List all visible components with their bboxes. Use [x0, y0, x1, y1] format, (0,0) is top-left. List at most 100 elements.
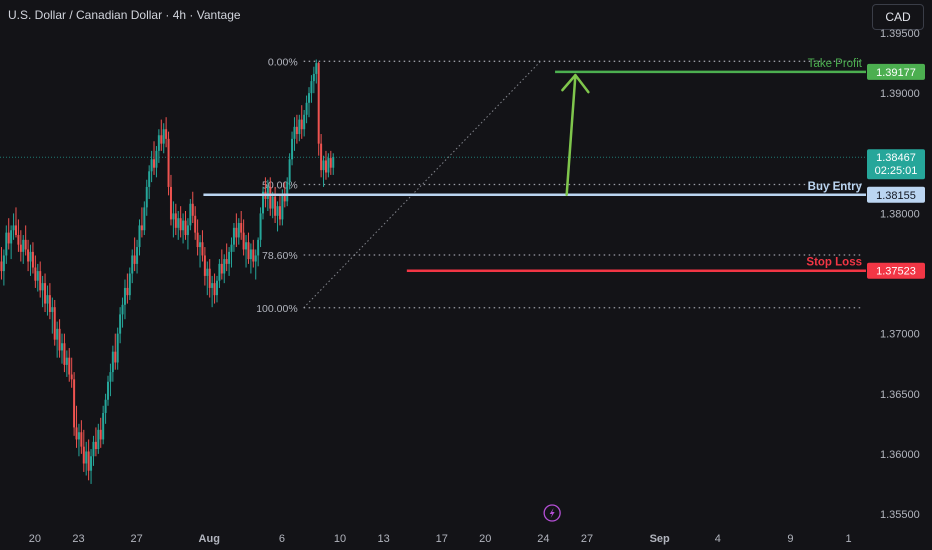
candle-body	[36, 271, 39, 281]
candle-body	[228, 251, 231, 264]
candle-body	[320, 143, 323, 171]
entry-price-badge	[867, 186, 925, 203]
candle-body	[111, 351, 114, 373]
candle-body	[104, 399, 107, 413]
candle-body	[68, 357, 71, 375]
candle-body	[242, 232, 245, 250]
trade-levels[interactable]: Take Profit 1.39177 Buy Entry 1.38155 Stop L…	[203, 58, 925, 279]
candle-body	[308, 93, 311, 103]
fib-trend-line	[303, 60, 541, 309]
candle-body	[237, 223, 240, 238]
candle-body	[240, 223, 243, 233]
candle-body	[332, 156, 335, 168]
candle-body	[73, 379, 76, 428]
candle-body	[315, 63, 318, 74]
candle-body	[114, 351, 117, 363]
candle-body	[48, 295, 51, 312]
candle-body	[230, 244, 233, 252]
candle-body	[0, 261, 3, 272]
price-tick-label: 1.36000	[880, 449, 920, 461]
time-tick-label: 6	[279, 533, 285, 545]
candle-body	[65, 357, 68, 365]
candle-body	[126, 287, 129, 296]
fibonacci-retracement[interactable]: 0.00%50.00%78.60%100.00%	[256, 56, 864, 315]
candle-body	[247, 242, 250, 260]
candle-body	[215, 280, 218, 296]
candle-body	[194, 215, 197, 233]
candle-body	[235, 227, 238, 238]
candle-body	[177, 218, 180, 228]
time-tick-label: 4	[715, 533, 721, 545]
candle-body	[310, 81, 313, 94]
candle-body	[53, 307, 56, 340]
candle-body	[206, 268, 209, 276]
price-tick-label: 1.38000	[880, 208, 920, 220]
time-tick-label: 27	[130, 533, 142, 545]
candle-body	[22, 239, 25, 252]
candle-body	[51, 307, 54, 312]
candle-body	[303, 114, 306, 130]
candle-body	[259, 213, 262, 240]
candle-body	[70, 374, 73, 380]
candle-body	[17, 235, 20, 245]
candle-body	[211, 283, 214, 288]
currency-selector-button[interactable]: CAD	[872, 4, 924, 30]
candle-body	[157, 135, 160, 151]
sl-price-text: 1.37523	[876, 266, 916, 278]
candle-body	[19, 244, 22, 252]
candle-body	[305, 102, 308, 115]
time-axis[interactable]: 20 23 27 Aug 6 10 13 17 20 24 27 Sep 4 9 1	[29, 533, 852, 545]
candle-body	[169, 186, 172, 220]
candle-body	[257, 239, 260, 256]
candle-body	[7, 232, 10, 244]
candle-body	[10, 230, 13, 244]
candle-body	[41, 283, 44, 291]
target-arrow[interactable]	[561, 73, 590, 197]
candle-body	[143, 207, 146, 231]
candle-body	[213, 283, 216, 296]
time-tick-label: 20	[29, 533, 41, 545]
candle-body	[99, 429, 102, 440]
tp-price-badge	[867, 63, 925, 80]
price-tick-label: 1.39000	[880, 88, 920, 100]
candle-body	[254, 255, 257, 262]
candle-body	[2, 255, 5, 272]
candle-body	[167, 138, 170, 187]
candle-body	[60, 343, 63, 351]
events-marker[interactable]	[543, 504, 561, 522]
candle-body	[203, 255, 206, 276]
candle-body	[29, 251, 32, 262]
candle-body	[218, 263, 221, 281]
candle-body	[133, 255, 136, 264]
fib-level-label: 0.00%	[268, 56, 298, 68]
candle-body	[128, 273, 131, 296]
candle-body	[44, 283, 47, 304]
candle-body	[140, 225, 143, 231]
candle-body	[14, 225, 17, 236]
price-axis[interactable]: 1.39500 1.39000 1.38000 1.37000 1.36500 1.360…	[880, 28, 920, 521]
bar-countdown: 02:25:01	[875, 165, 918, 177]
candle-body	[225, 259, 228, 264]
price-tick-label: 1.39500	[880, 28, 920, 40]
candle-body	[46, 295, 49, 304]
candle-body	[116, 333, 119, 363]
lightning-glyph	[549, 508, 555, 518]
time-tick-label: 13	[377, 533, 389, 545]
time-tick-label: 20	[479, 533, 491, 545]
time-tick-label: 9	[787, 533, 793, 545]
candle-body	[327, 158, 330, 173]
candle-body	[153, 159, 156, 168]
chart-title: U.S. Dollar / Canadian Dollar · 4h · Van…	[8, 8, 241, 22]
time-tick-label: 10	[334, 533, 346, 545]
candle-body	[223, 259, 226, 274]
candle-body	[324, 160, 327, 173]
candle-body	[220, 263, 223, 274]
candle-body	[312, 73, 315, 82]
entry-price-text: 1.38155	[876, 190, 916, 202]
candle-body	[56, 328, 59, 340]
candle-body	[286, 182, 289, 202]
tp-label: Take Profit	[808, 58, 863, 70]
candle-body	[266, 186, 269, 199]
price-tick-label: 1.37000	[880, 329, 920, 341]
